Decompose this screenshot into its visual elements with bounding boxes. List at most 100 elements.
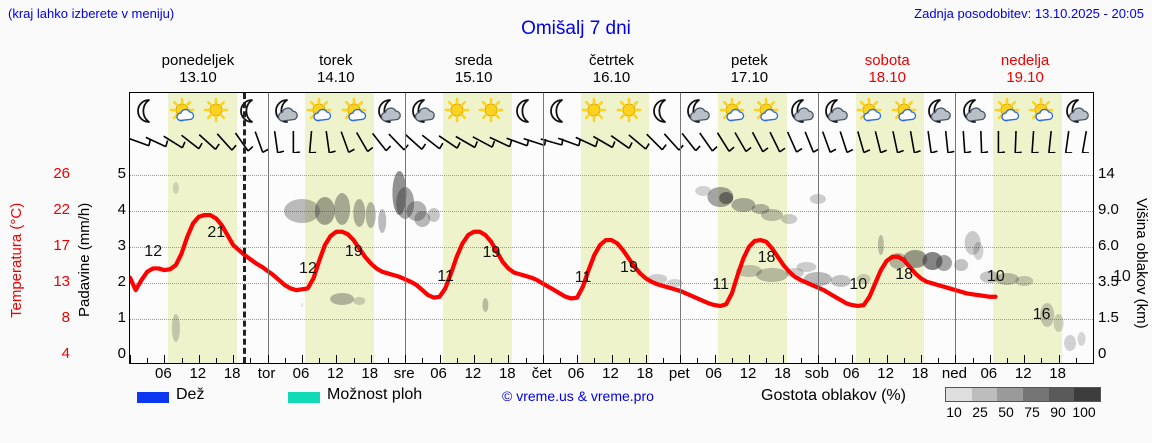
moon-cloud-icon	[820, 95, 850, 125]
x-tickmark	[663, 358, 665, 363]
x-tick-9: 12	[464, 365, 482, 382]
last-update-text: Zadnja posodobitev: 13.10.2025 - 20:05	[914, 6, 1144, 21]
x-tickmark	[594, 358, 596, 363]
meteogram-plot[interactable]: 12 21 12 19 11 19 11 19 11 18 10 18 10 16 10	[129, 92, 1131, 364]
moon-cloud-icon	[270, 95, 300, 125]
cloud-blob-42	[1015, 276, 1034, 286]
cloud-blob-43	[1040, 303, 1055, 327]
cloud-blob-21	[751, 204, 770, 214]
x-tick-20: 06	[842, 365, 860, 382]
x-tickmark	[1058, 355, 1060, 363]
x-tickmark	[1075, 358, 1077, 363]
day-separator-6	[955, 93, 957, 363]
x-tickmark	[1041, 358, 1043, 363]
daylight-band-3	[580, 93, 650, 363]
x-tickmark	[921, 355, 923, 363]
x-tickmark	[198, 355, 200, 363]
day-header-0: ponedeljek 13.10	[129, 52, 267, 88]
temperature-tick-4: 8	[61, 309, 70, 326]
x-tickmark	[869, 358, 871, 363]
x-tick-12: 06	[567, 365, 585, 382]
sun-icon	[201, 95, 231, 125]
precipitation-axis-ticks: 5 4 3 2 1 0	[100, 160, 126, 365]
x-tickmark	[955, 355, 957, 363]
cloud-density-tick-5: 100	[1072, 404, 1096, 420]
sun-icon	[579, 95, 609, 125]
precipitation-tick-5: 0	[117, 345, 126, 362]
cloud-blob-12	[414, 211, 431, 227]
sun-cloud-icon	[167, 95, 197, 125]
cloud-density-blobs	[171, 171, 1086, 351]
precipitation-bars	[130, 93, 1093, 363]
temperature-max-label-7: 19	[620, 259, 638, 277]
day-name: ponedeljek	[161, 52, 235, 69]
x-tick-13: 12	[602, 365, 619, 382]
temperature-min-label-0: 12	[144, 242, 163, 260]
temperature-min-label-2: 12	[299, 260, 317, 278]
cloud-blob-47	[647, 274, 668, 284]
day-separator-4	[680, 93, 682, 363]
cloud-density-swatch-3	[1023, 388, 1049, 401]
gridline-0	[130, 175, 1093, 176]
x-tick-21: 12	[877, 365, 894, 382]
precipitation-tick-4: 1	[117, 309, 126, 326]
cloud-blob-28	[803, 272, 832, 286]
x-tickmark	[508, 355, 510, 363]
current-time-line	[243, 93, 247, 363]
day-name: sobota	[864, 52, 910, 69]
cloud-density-tick-1: 25	[972, 404, 988, 420]
x-tickmark	[835, 358, 837, 363]
x-tickmark	[817, 355, 819, 363]
daylight-band-0	[167, 93, 237, 363]
daylight-band-1	[305, 93, 375, 363]
x-tick-26: 18	[1049, 365, 1066, 382]
day-date: 15.10	[454, 69, 493, 86]
precipitation-tick-2: 3	[117, 237, 126, 254]
day-date: 13.10	[179, 69, 217, 86]
cloud-blob-4	[334, 193, 351, 225]
x-tickmark	[473, 355, 475, 363]
cloud-blob-8	[300, 303, 303, 307]
cloud-blob-44	[1053, 314, 1064, 332]
x-tick-19: sob	[804, 365, 829, 382]
cloud-height-tick-5: 0	[1098, 345, 1107, 362]
x-tickmark	[319, 358, 321, 363]
moon-icon	[132, 95, 162, 125]
x-tickmark	[628, 358, 630, 363]
cloud-blob-9	[392, 171, 407, 215]
moon-icon	[648, 95, 678, 125]
page-title: Omišalj 7 dni	[521, 18, 631, 39]
cloud-blob-10	[396, 187, 415, 219]
temperature-min-label-12: 10	[986, 267, 1005, 285]
temperature-tick-1: 22	[53, 201, 70, 218]
x-tickmark	[1024, 355, 1026, 363]
x-tick-4: 06	[292, 365, 310, 382]
x-tickmark	[559, 358, 561, 363]
x-tick-25: 12	[1014, 365, 1032, 382]
cloud-blob-19	[719, 192, 734, 204]
legend-showers-swatch	[288, 392, 320, 403]
legend-showers-label: Možnost ploh	[327, 386, 423, 403]
day-separator-3	[542, 93, 544, 363]
moon-icon	[545, 95, 575, 125]
cloud-density-swatch-5	[1074, 388, 1101, 401]
cloud-density-swatch-2	[997, 388, 1024, 401]
x-tickmark	[215, 358, 217, 363]
cloud-blob-7	[378, 209, 387, 233]
cloud-blob-25	[736, 265, 763, 277]
cloud-blob-27	[785, 268, 804, 278]
x-tickmark	[749, 355, 751, 363]
cloud-blob-11	[406, 201, 427, 221]
cloud-blob-32	[877, 235, 884, 255]
x-tickmark	[130, 355, 131, 363]
cloud-height-tick-1: 9.0	[1098, 201, 1119, 218]
x-tick-2: 18	[223, 365, 241, 382]
cloud-blob-0	[172, 182, 179, 194]
cloud-blob-45	[1064, 335, 1077, 351]
x-tickmark	[387, 358, 389, 363]
cloud-blob-17	[695, 186, 712, 196]
copyright-credit[interactable]: © vreme.us & vreme.pro	[502, 388, 654, 404]
precipitation-tick-3: 2	[117, 273, 126, 290]
x-tick-15: pet	[668, 365, 690, 382]
sun-cloud-icon	[751, 95, 781, 125]
